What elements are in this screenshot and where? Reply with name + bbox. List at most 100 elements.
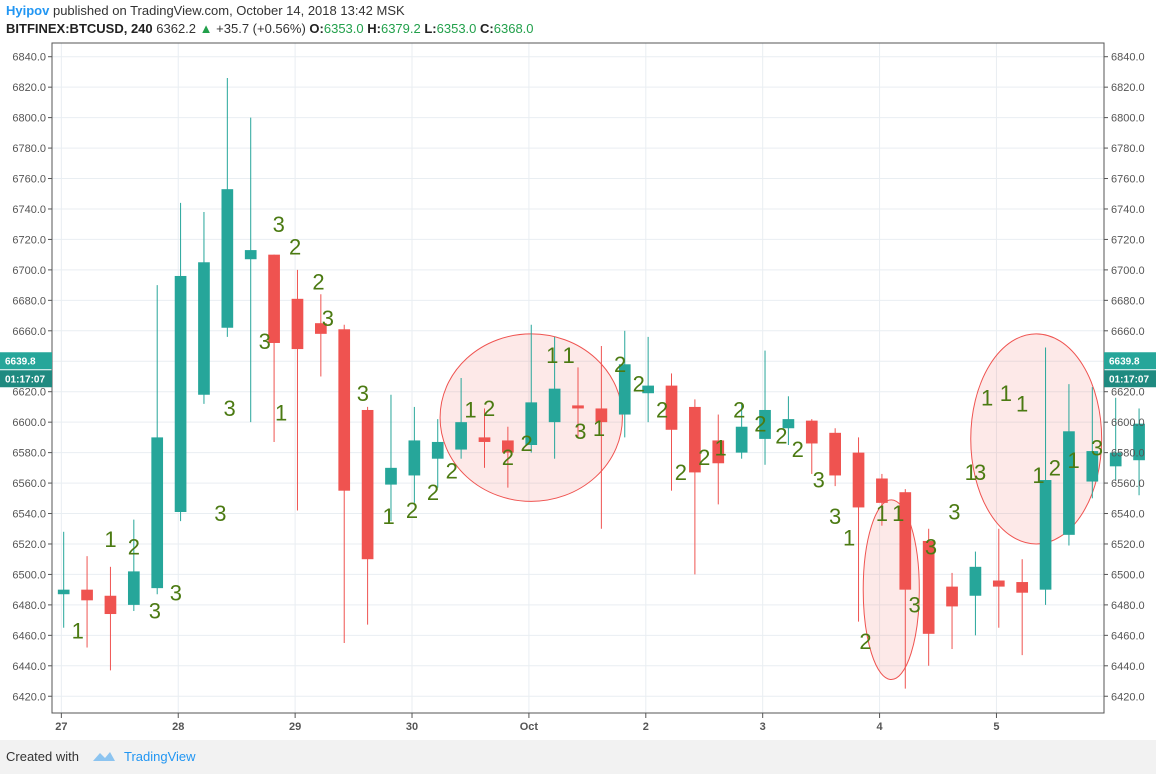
bearish-candle [946, 572, 958, 650]
y-tick-label: 6620.0 [1111, 387, 1145, 399]
bearish-candle [899, 489, 912, 689]
bullish-candle [1039, 347, 1052, 605]
bearish-candle [315, 294, 327, 377]
right-price-tag-text: 6639.8 [1109, 356, 1140, 367]
x-tick-label: 30 [406, 721, 418, 733]
wave-label: 1 [1032, 463, 1044, 488]
footer-text: Created with TradingView [6, 749, 196, 764]
y-tick-label: 6760.0 [1111, 174, 1145, 186]
wave-label: 1 [1067, 448, 1079, 473]
candle-body [969, 566, 982, 596]
candle-body [782, 419, 795, 429]
wave-label: 1 [383, 504, 395, 529]
wave-label: 2 [1049, 455, 1061, 480]
candle-body [829, 432, 841, 476]
candle-body [151, 437, 164, 589]
wave-label: 1 [593, 416, 605, 441]
wave-label: 1 [714, 436, 726, 461]
y-tick-label: 6500.0 [12, 569, 46, 581]
bearish-candle [805, 419, 818, 474]
candle-body [689, 406, 701, 473]
candle-body [1016, 582, 1029, 593]
wave-label: 1 [965, 460, 977, 485]
y-tick-label: 6560.0 [1111, 478, 1145, 490]
y-tick-label: 6680.0 [1111, 295, 1145, 307]
high-label: H: [367, 21, 381, 36]
wave-label: 1 [981, 385, 993, 410]
wave-label: 2 [502, 445, 514, 470]
x-tick-label: 27 [55, 721, 67, 733]
wave-label: 2 [633, 372, 645, 397]
candle-body [81, 589, 93, 601]
left-countdown-text: 01:17:07 [5, 374, 45, 385]
author-link[interactable]: Hyipov [6, 3, 50, 18]
close-label: C: [480, 21, 494, 36]
candle-body [361, 409, 374, 560]
candle-body [268, 254, 280, 343]
published-text: published on TradingView.com, October 14… [52, 3, 405, 18]
y-tick-label: 6520.0 [12, 539, 46, 551]
wave-label: 2 [754, 411, 766, 436]
y-tick-label: 6660.0 [12, 326, 46, 338]
open-label: O: [309, 21, 324, 36]
wave-label: 2 [289, 235, 301, 260]
x-tick-label: 28 [172, 721, 184, 733]
bearish-candle [829, 428, 841, 487]
bullish-candle [127, 519, 140, 611]
y-tick-label: 6780.0 [1111, 143, 1145, 155]
candle-body [665, 385, 678, 430]
wave-label: 3 [909, 593, 921, 618]
wave-label: 3 [829, 504, 841, 529]
candle-body [548, 388, 561, 423]
up-arrow-icon: ▲ [199, 21, 213, 36]
bullish-candle [1133, 408, 1145, 496]
x-tick-label: 5 [993, 721, 999, 733]
bullish-candle [1086, 387, 1099, 499]
bullish-candle [174, 202, 187, 522]
bullish-candle [759, 350, 771, 465]
bullish-candle [642, 336, 654, 423]
wave-label: 3 [259, 329, 271, 354]
candle-body [712, 440, 725, 464]
candle-body [174, 275, 187, 512]
candles [57, 78, 1145, 689]
bullish-candle [455, 378, 467, 459]
bearish-candle [291, 269, 304, 511]
tradingview-brand-link[interactable]: TradingView [124, 749, 196, 764]
close-value: 6368.0 [493, 21, 534, 36]
candle-body [852, 452, 865, 508]
low-value: 6353.0 [436, 21, 477, 36]
candle-body [572, 405, 584, 409]
candle-body [735, 426, 748, 453]
candle-body [759, 409, 771, 439]
wave-label: 2 [733, 398, 745, 423]
tradingview-cloud-icon [92, 752, 115, 761]
y-tick-label: 6460.0 [12, 630, 46, 642]
wave-label: 1 [464, 398, 476, 423]
y-tick-label: 6480.0 [1111, 600, 1145, 612]
wave-label: 2 [446, 459, 458, 484]
right-price-axis: 6420.0 6440.0 6460.0 6480.0 6500.0 6520.0 6540… [1104, 52, 1145, 703]
bearish-candle [665, 373, 678, 491]
bullish-candle [1063, 384, 1075, 546]
candle-body [899, 492, 912, 590]
candle-body [221, 189, 234, 328]
open-value: 6353.0 [323, 21, 364, 36]
y-tick-label: 6440.0 [1111, 661, 1145, 673]
wave-label: 3 [574, 419, 586, 444]
wave-label: 1 [72, 618, 84, 643]
left-countdown-tag [0, 370, 52, 388]
y-tick-label: 6800.0 [1111, 113, 1145, 125]
candle-body [595, 408, 608, 423]
x-tick-label: Oct [520, 721, 539, 733]
wave-label: 3 [149, 599, 161, 624]
wave-label: 1 [104, 527, 116, 552]
candle-body [1063, 431, 1075, 535]
wave-label: 2 [406, 498, 418, 523]
high-value: 6379.2 [380, 21, 421, 36]
bullish-candle [385, 394, 397, 522]
bullish-candle [221, 78, 234, 337]
wave-label: 1 [1016, 392, 1028, 417]
candle-body [385, 467, 397, 485]
